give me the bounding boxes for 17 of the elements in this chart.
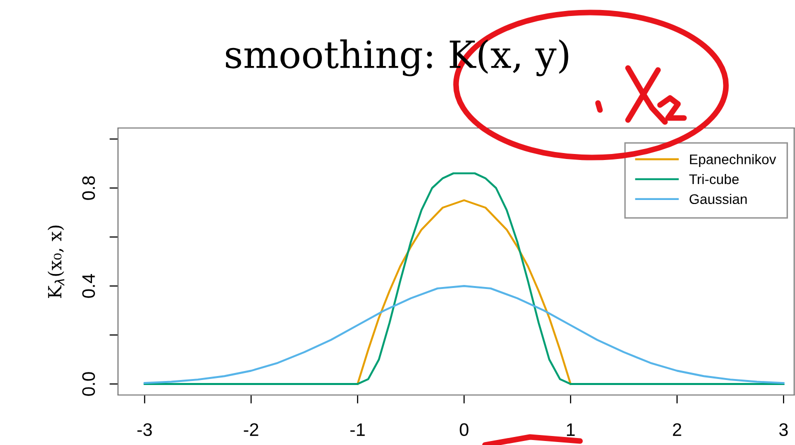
x-tick-label: -1 — [350, 423, 365, 436]
line-series — [356, 199, 572, 385]
legend-label: Gaussian — [690, 194, 747, 204]
legend-label: Epanechnikov — [690, 154, 776, 168]
line-series — [144, 285, 785, 384]
y-tick-label: 0.8 — [82, 176, 95, 200]
x-tick-label: 2 — [672, 423, 682, 436]
x-tick-label: 1 — [566, 423, 575, 436]
y-axis-title: K$_{λ}$(x₀, x) — [48, 226, 64, 298]
x-tick-label: -3 — [137, 423, 152, 436]
x-tick-label: -2 — [244, 423, 258, 436]
y-tick-label: 0.4 — [82, 274, 95, 298]
line-series — [144, 172, 785, 385]
y-tick-label: 0.0 — [82, 372, 95, 396]
x-tick-label: 0 — [460, 423, 468, 436]
legend-label: Tri-cube — [689, 174, 739, 184]
x-tick-label: 3 — [779, 423, 788, 436]
